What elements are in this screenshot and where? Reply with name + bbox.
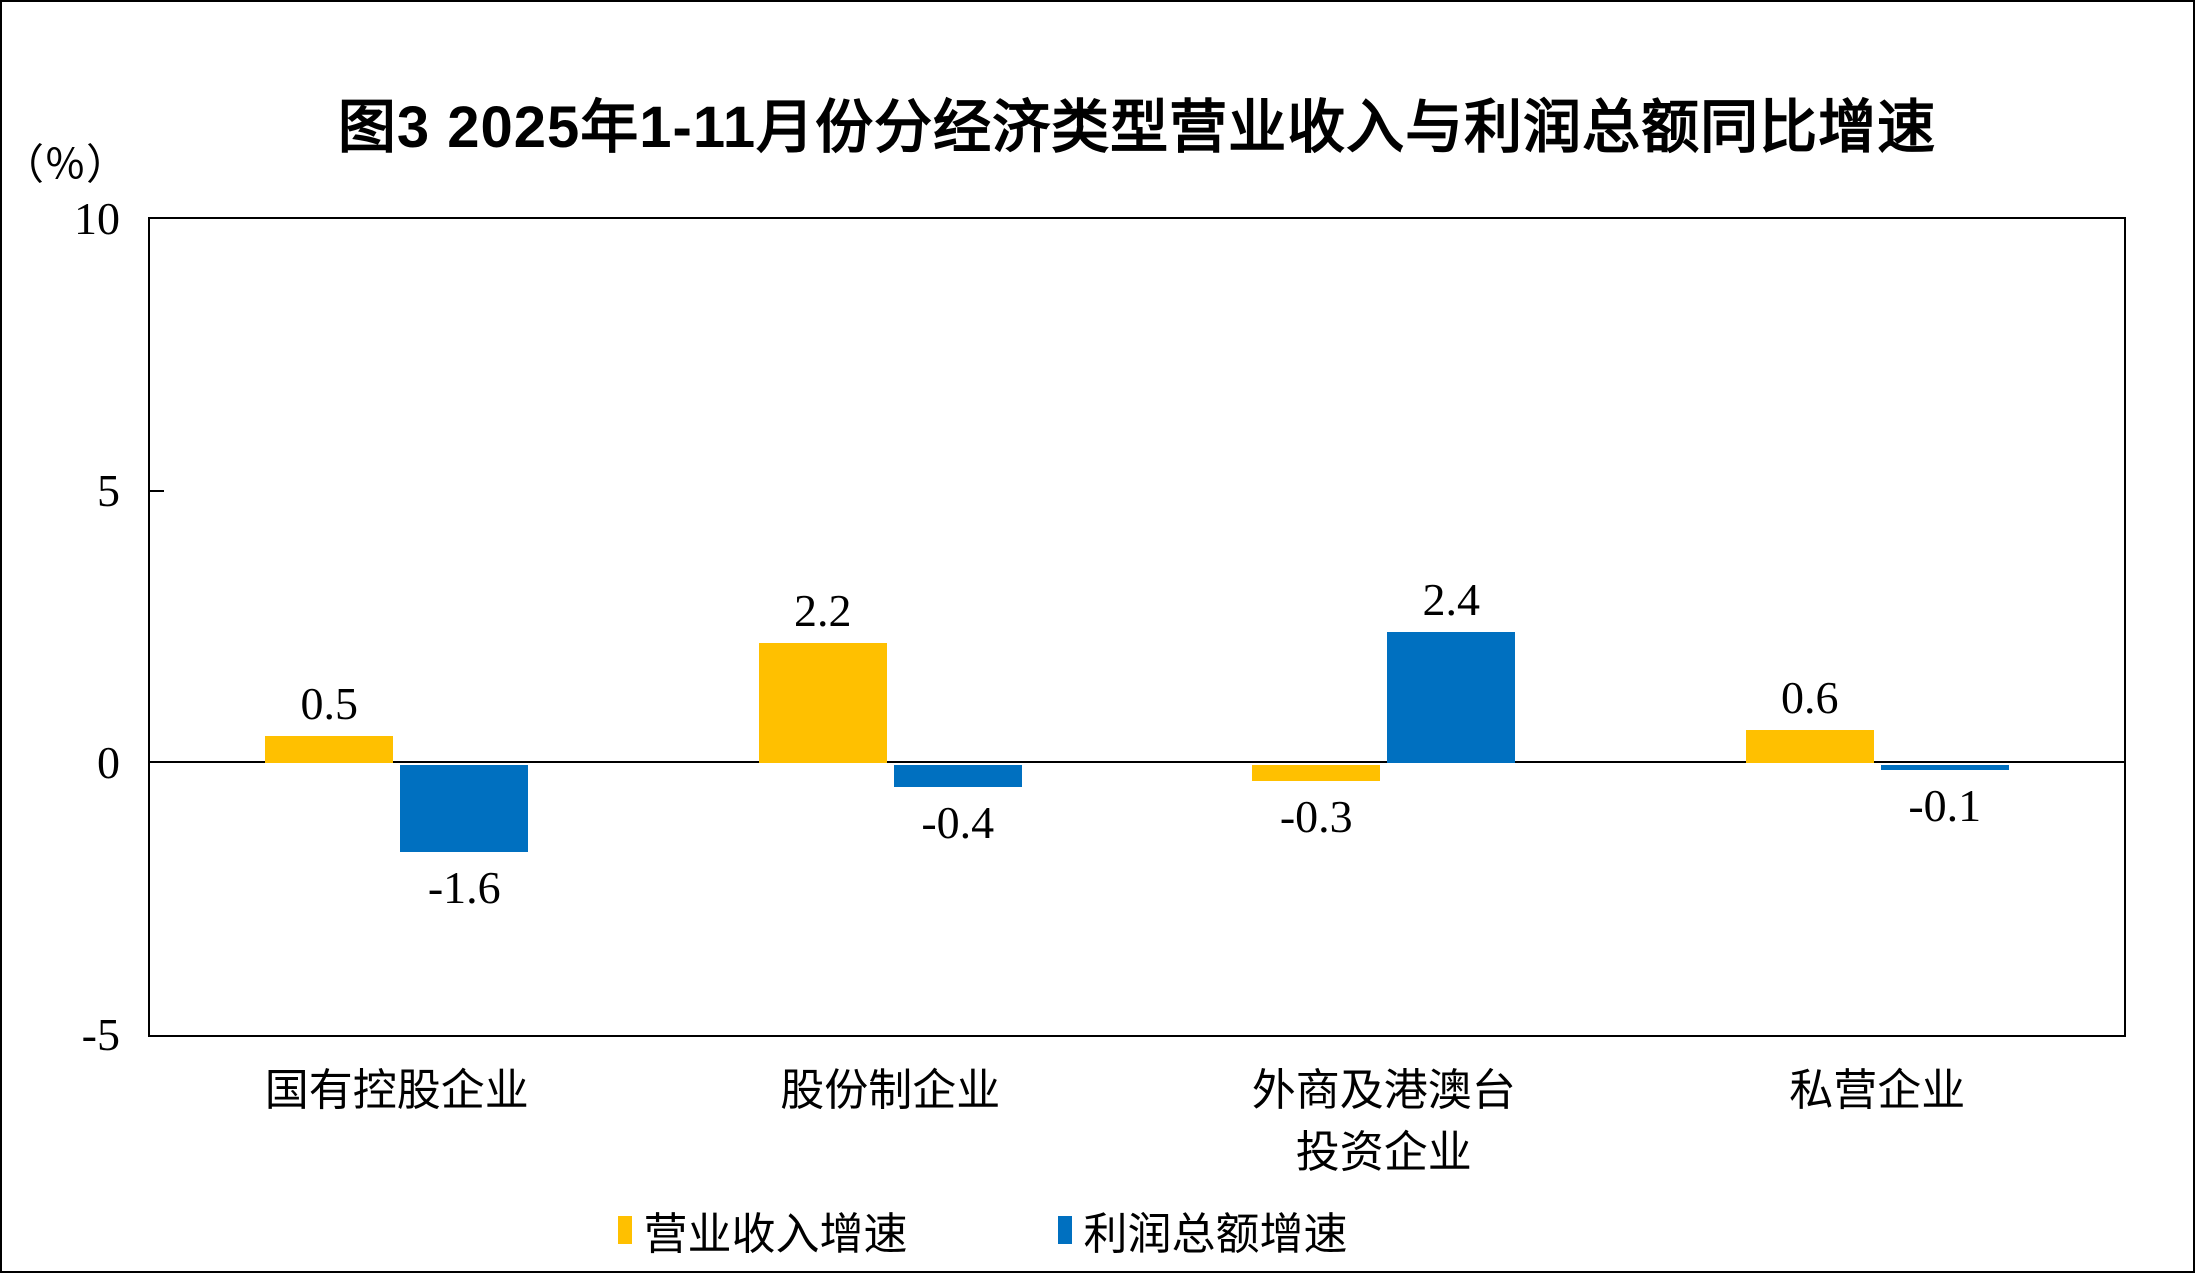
y-axis-tick-label-0: 0 [97, 737, 120, 788]
legend-swatch-icon [617, 1216, 632, 1244]
bar-profit-3 [1880, 765, 2009, 770]
x-axis-category-label-3: 私营企业 [1789, 1066, 1966, 1115]
value-label-revenue-3: 0.6 [1781, 672, 1839, 723]
bar-revenue-2 [1252, 765, 1381, 781]
zero-gridline [150, 761, 2124, 763]
legend-swatch-icon [1057, 1216, 1072, 1244]
y-axis-tick-label--5: -5 [81, 1009, 120, 1060]
bar-profit-0 [400, 765, 529, 852]
value-label-profit-0: -1.6 [427, 862, 501, 913]
y-axis-unit-label: （％） [2, 143, 129, 189]
y-axis-tick-label-10: 10 [74, 193, 120, 244]
bar-revenue-3 [1745, 730, 1874, 763]
bar-revenue-1 [758, 643, 887, 763]
legend-item-profit: 利润总额增速 [1057, 1198, 1348, 1262]
bar-profit-1 [893, 765, 1022, 787]
plot-area: 0.5 2.2 -0.3 0.6 -1.6 -0.4 2.4 -0.1 [148, 217, 2126, 1037]
legend: 营业收入增速 利润总额增速 [2, 1198, 2193, 1262]
legend-label: 利润总额增速 [1083, 1210, 1348, 1259]
bar-profit-2 [1387, 632, 1516, 763]
value-label-revenue-2: -0.3 [1279, 791, 1353, 842]
value-label-profit-3: -0.1 [1908, 780, 1982, 831]
value-label-revenue-0: 0.5 [300, 678, 359, 729]
value-label-profit-2: 2.4 [1422, 574, 1481, 625]
y-axis-tick-mark-5 [150, 490, 164, 492]
legend-item-revenue: 营业收入增速 [617, 1198, 908, 1262]
x-axis-category-label-0: 国有控股企业 [264, 1066, 529, 1115]
x-axis-category-label-1: 股份制企业 [780, 1066, 1001, 1115]
y-axis-tick-label-5: 5 [97, 465, 120, 516]
x-axis-category-label-2: 外商及港澳台 投资企业 [1251, 1066, 1516, 1177]
value-label-revenue-1: 2.2 [794, 585, 852, 636]
chart-title: 图3 2025年1-11月份分经济类型营业收入与利润总额同比增速 [337, 95, 1937, 160]
legend-label: 营业收入增速 [643, 1210, 908, 1259]
value-label-profit-1: -0.4 [921, 797, 995, 848]
bar-revenue-0 [265, 736, 394, 763]
